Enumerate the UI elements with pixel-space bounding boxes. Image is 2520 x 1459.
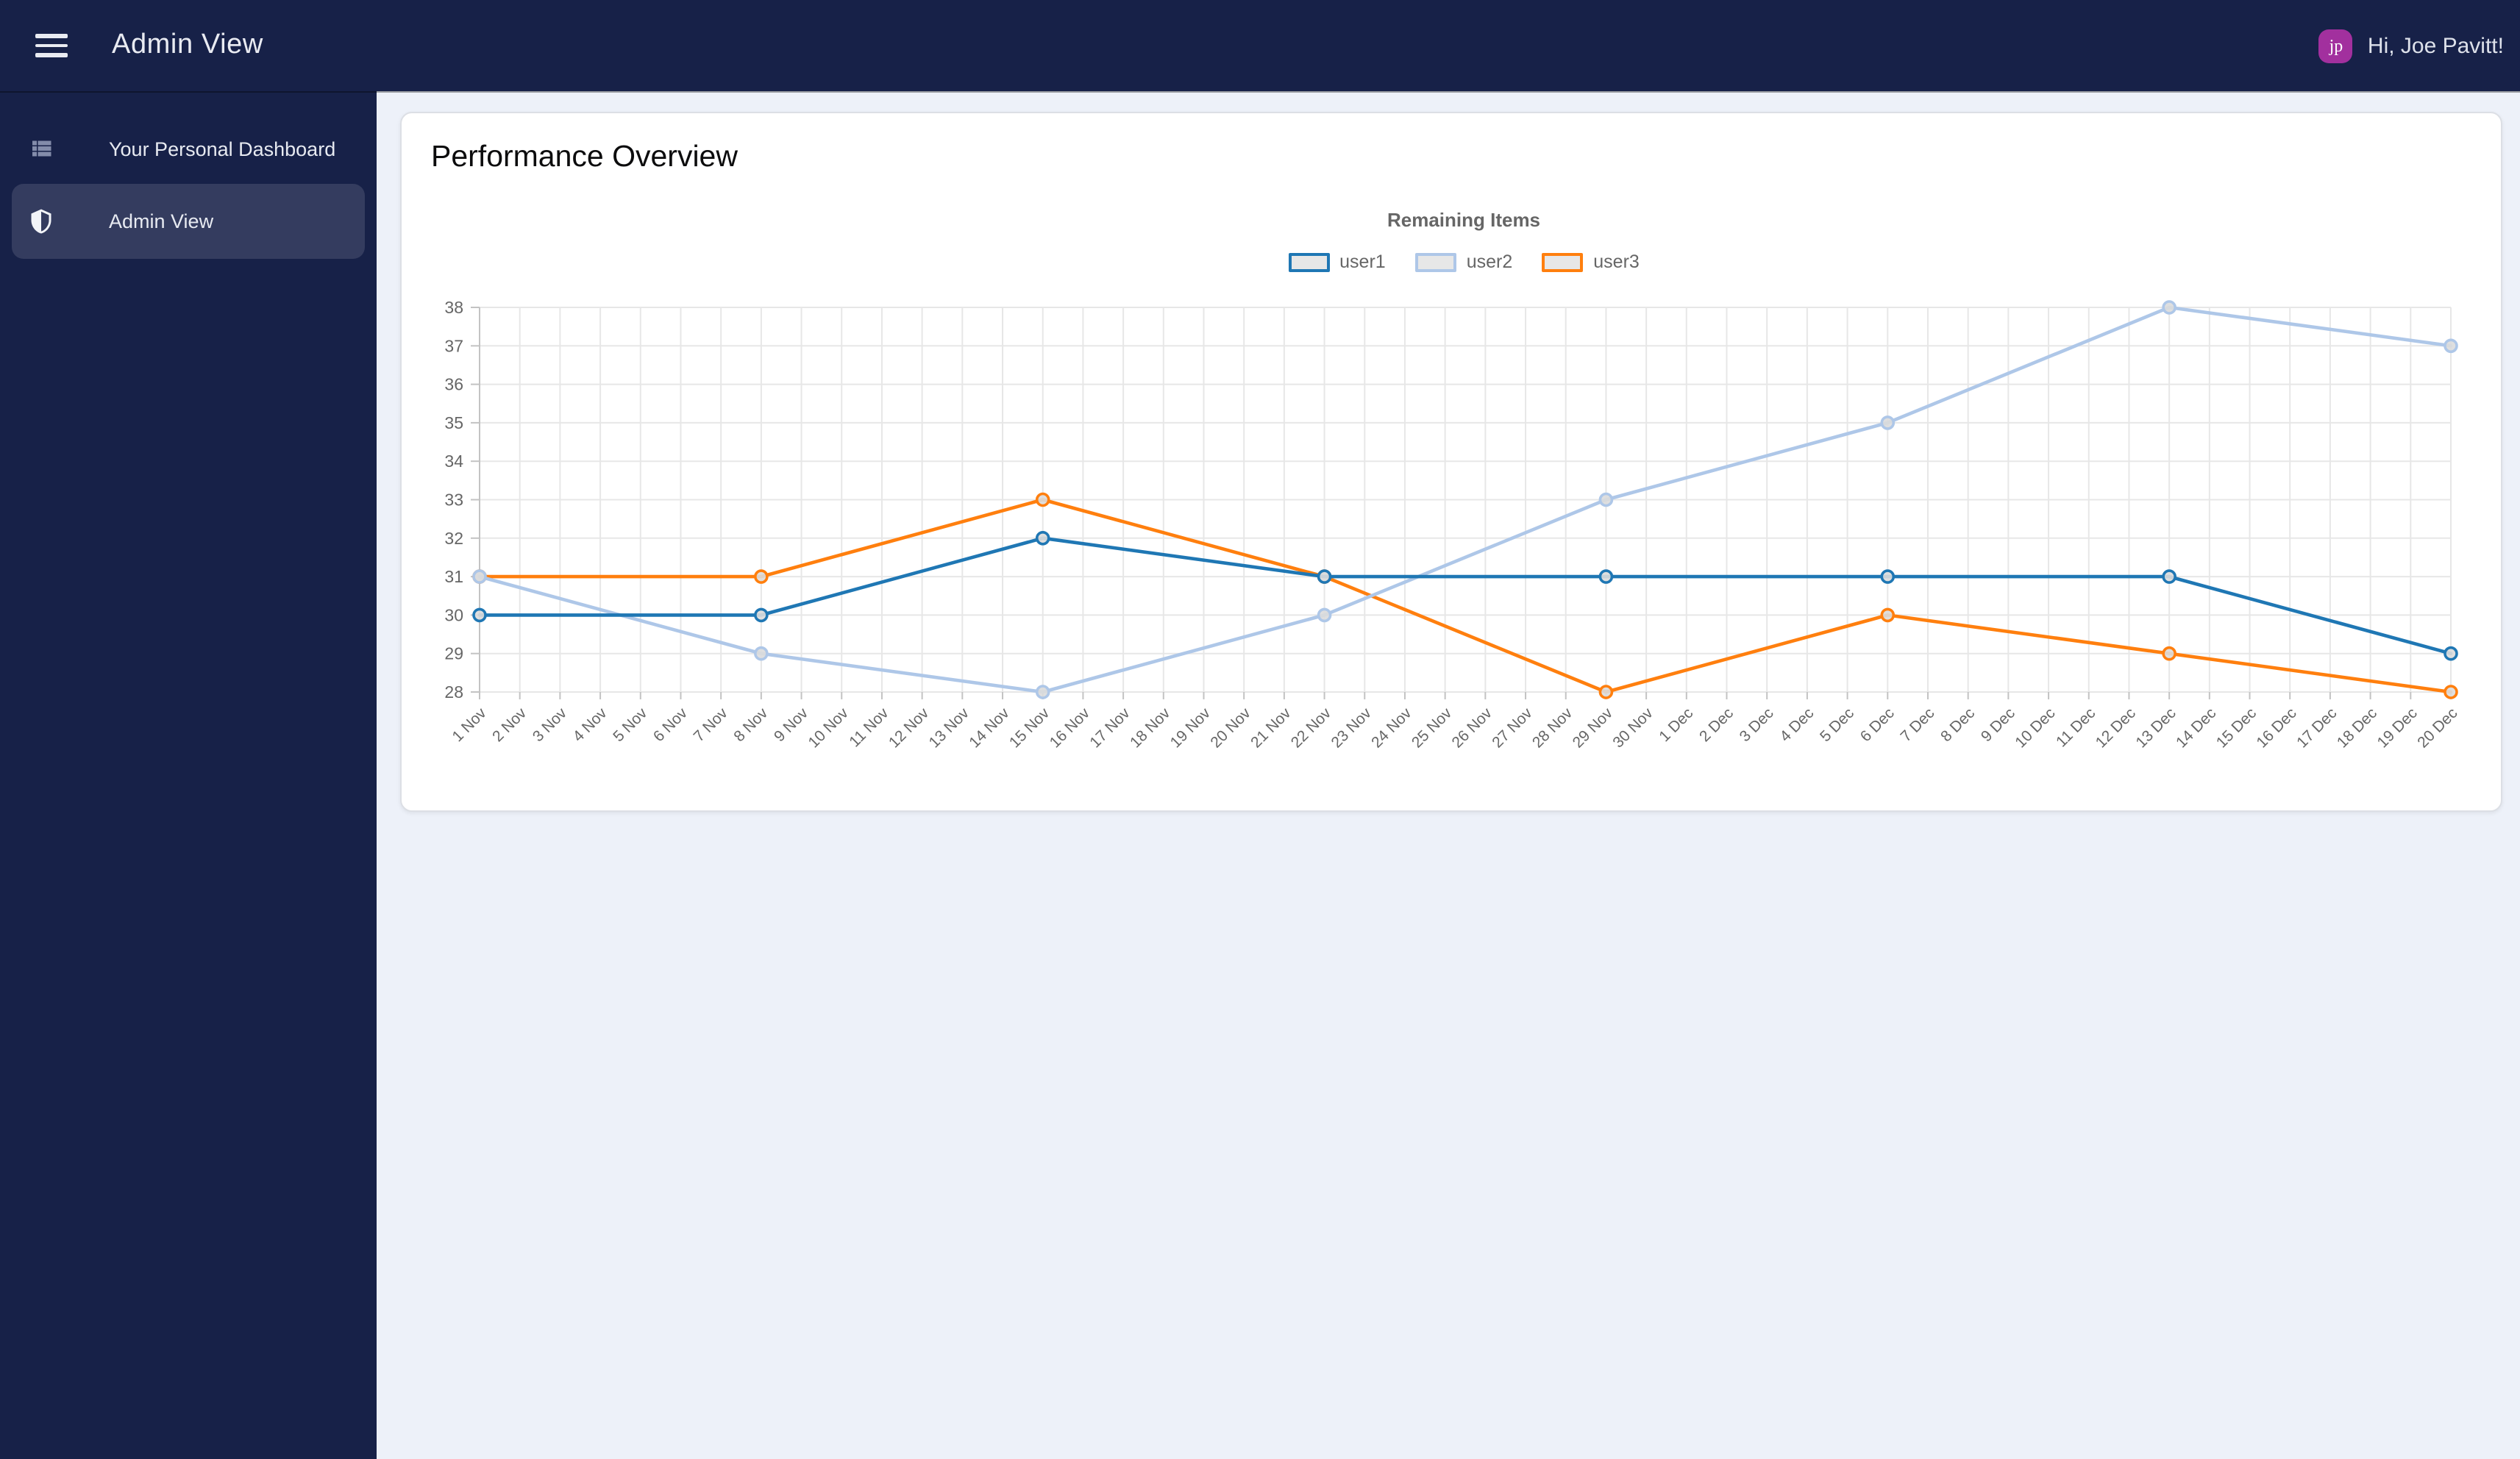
svg-text:26 Nov: 26 Nov: [1449, 704, 1496, 752]
svg-text:12 Nov: 12 Nov: [886, 704, 933, 752]
legend-swatch-user3: [1542, 252, 1584, 271]
svg-text:14 Nov: 14 Nov: [966, 704, 1013, 752]
legend-item-user3[interactable]: user3: [1542, 252, 1640, 272]
svg-text:10 Nov: 10 Nov: [805, 704, 852, 752]
svg-text:30 Nov: 30 Nov: [1609, 704, 1656, 752]
svg-text:6 Dec: 6 Dec: [1857, 704, 1898, 745]
svg-text:12 Dec: 12 Dec: [2093, 704, 2139, 751]
svg-text:13 Nov: 13 Nov: [926, 704, 973, 752]
svg-text:2 Nov: 2 Nov: [489, 704, 530, 745]
svg-text:28: 28: [444, 682, 463, 702]
sidebar-item-label: Admin View: [109, 210, 214, 232]
legend-item-user1[interactable]: user1: [1288, 252, 1386, 272]
svg-text:14 Dec: 14 Dec: [2173, 704, 2219, 751]
svg-text:33: 33: [444, 491, 463, 510]
svg-text:15 Nov: 15 Nov: [1006, 704, 1053, 752]
svg-text:18 Nov: 18 Nov: [1127, 704, 1174, 752]
svg-text:7 Nov: 7 Nov: [691, 704, 731, 745]
svg-text:15 Dec: 15 Dec: [2213, 704, 2260, 751]
svg-text:10 Dec: 10 Dec: [2012, 704, 2058, 751]
svg-text:20 Dec: 20 Dec: [2414, 704, 2460, 751]
legend-label: user2: [1466, 252, 1513, 272]
sidebar-item-admin-view[interactable]: Admin View: [12, 184, 365, 259]
legend-label: user3: [1593, 252, 1640, 272]
svg-text:16 Nov: 16 Nov: [1047, 704, 1094, 752]
svg-text:13 Dec: 13 Dec: [2132, 704, 2179, 751]
svg-text:30: 30: [444, 605, 463, 624]
svg-text:19 Nov: 19 Nov: [1167, 704, 1214, 752]
svg-text:8 Nov: 8 Nov: [730, 704, 771, 745]
sidebar: Your Personal Dashboard Admin View: [0, 91, 377, 1459]
svg-text:3 Dec: 3 Dec: [1737, 704, 1777, 745]
svg-text:35: 35: [444, 413, 463, 432]
svg-text:34: 34: [444, 452, 463, 471]
svg-text:4 Nov: 4 Nov: [570, 704, 611, 745]
list-icon: [28, 135, 54, 162]
svg-text:22 Nov: 22 Nov: [1288, 704, 1335, 752]
chart-legend: user1 user2 user3: [450, 252, 2477, 272]
avatar: jp: [2318, 29, 2353, 63]
top-navbar: Admin View jp Hi, Joe Pavitt!: [0, 0, 2520, 91]
legend-swatch-user1: [1288, 252, 1330, 271]
svg-text:3 Nov: 3 Nov: [530, 704, 570, 745]
svg-text:7 Dec: 7 Dec: [1897, 704, 1937, 745]
svg-text:29: 29: [444, 644, 463, 663]
chart-header: Remaining Items: [450, 207, 2477, 234]
svg-text:37: 37: [444, 336, 463, 355]
main-content: Performance Overview Remaining Items use…: [377, 91, 2520, 1459]
performance-overview-card: Performance Overview Remaining Items use…: [400, 112, 2502, 812]
svg-text:23 Nov: 23 Nov: [1328, 704, 1375, 752]
legend-label: user1: [1339, 252, 1386, 272]
svg-text:1 Nov: 1 Nov: [449, 704, 489, 745]
svg-text:11 Nov: 11 Nov: [846, 704, 892, 751]
chart-title: Remaining Items: [1387, 209, 1541, 231]
card-title: Performance Overview: [431, 140, 738, 174]
user-greeting: Hi, Joe Pavitt!: [2367, 33, 2504, 58]
svg-text:32: 32: [444, 529, 463, 548]
svg-text:16 Dec: 16 Dec: [2253, 704, 2299, 751]
svg-text:5 Nov: 5 Nov: [610, 704, 650, 745]
svg-text:11 Dec: 11 Dec: [2053, 704, 2099, 750]
svg-text:6 Nov: 6 Nov: [650, 704, 691, 745]
sidebar-item-personal-dashboard[interactable]: Your Personal Dashboard: [12, 113, 365, 184]
svg-text:31: 31: [444, 567, 463, 586]
svg-text:19 Dec: 19 Dec: [2374, 704, 2421, 751]
svg-text:21 Nov: 21 Nov: [1247, 704, 1295, 752]
svg-text:4 Dec: 4 Dec: [1776, 704, 1817, 745]
svg-text:28 Nov: 28 Nov: [1529, 704, 1576, 752]
svg-text:18 Dec: 18 Dec: [2334, 704, 2380, 751]
sidebar-item-label: Your Personal Dashboard: [109, 138, 336, 160]
svg-text:38: 38: [444, 299, 463, 317]
legend-swatch-user2: [1414, 252, 1456, 271]
shield-icon: [28, 208, 54, 235]
navbar-title: Admin View: [112, 29, 263, 60]
svg-text:17 Nov: 17 Nov: [1086, 704, 1133, 752]
svg-text:24 Nov: 24 Nov: [1368, 704, 1415, 752]
legend-item-user2[interactable]: user2: [1414, 252, 1513, 272]
svg-text:17 Dec: 17 Dec: [2293, 704, 2340, 751]
svg-text:29 Nov: 29 Nov: [1570, 704, 1617, 752]
svg-text:5 Dec: 5 Dec: [1817, 704, 1857, 745]
hamburger-menu-icon[interactable]: [35, 34, 68, 57]
svg-text:25 Nov: 25 Nov: [1409, 704, 1456, 752]
svg-text:20 Nov: 20 Nov: [1207, 704, 1254, 752]
svg-text:36: 36: [444, 375, 463, 394]
svg-text:2 Dec: 2 Dec: [1696, 704, 1737, 745]
svg-text:8 Dec: 8 Dec: [1937, 704, 1978, 745]
line-chart-canvas[interactable]: 28 29 30 31 32 33 34 35 36 37 38 1 Nov 2 Nov 3 Nov 4 N…: [431, 299, 2474, 810]
svg-text:27 Nov: 27 Nov: [1489, 704, 1536, 752]
svg-text:1 Dec: 1 Dec: [1656, 704, 1696, 745]
